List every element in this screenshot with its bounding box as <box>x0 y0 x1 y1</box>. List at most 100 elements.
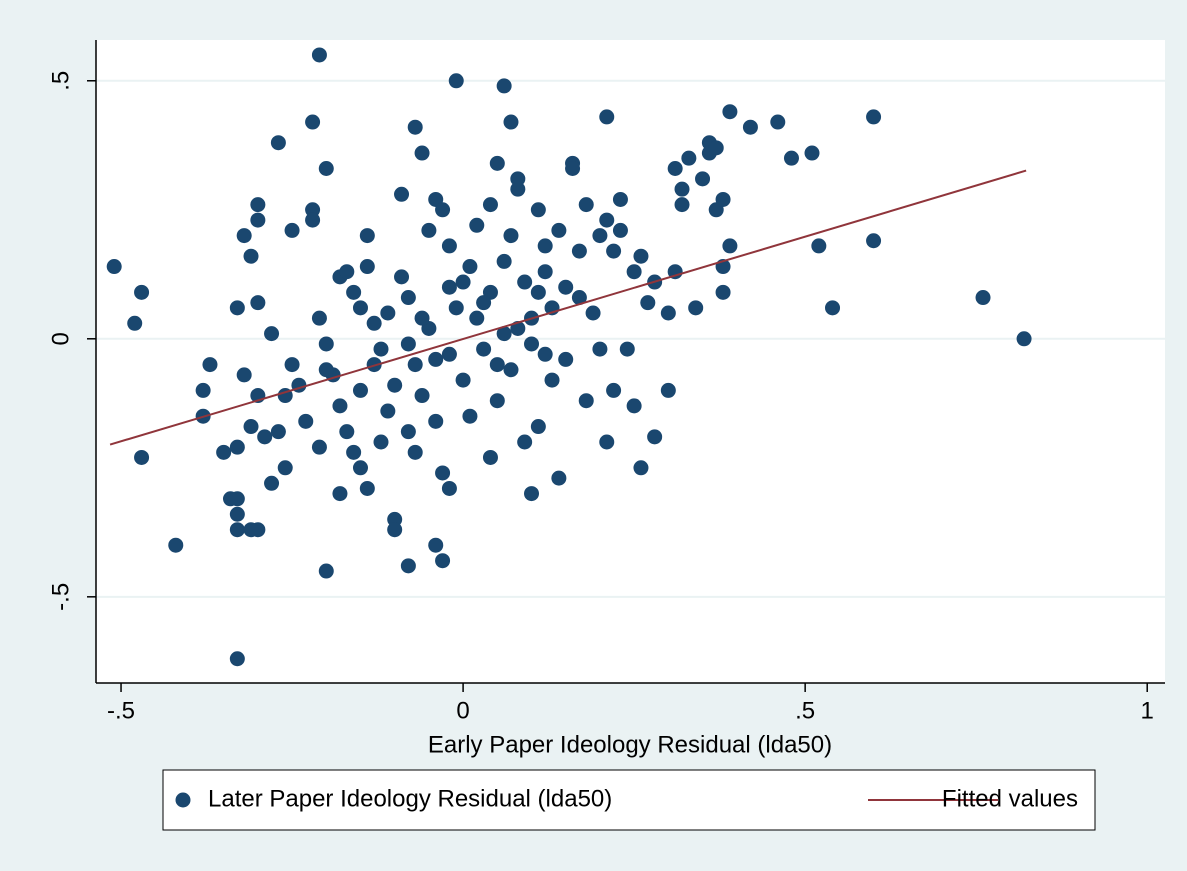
scatter-point <box>359 259 375 275</box>
scatter-point <box>421 222 437 238</box>
scatter-point <box>592 228 608 244</box>
scatter-point <box>284 222 300 238</box>
scatter-point <box>352 460 368 476</box>
scatter-point <box>257 429 273 445</box>
scatter-point <box>318 160 334 176</box>
scatter-point <box>804 145 820 161</box>
scatter-point <box>503 228 519 244</box>
scatter-point <box>380 403 396 419</box>
scatter-point <box>571 290 587 306</box>
x-tick-label: -.5 <box>107 697 135 724</box>
scatter-point <box>168 537 184 553</box>
scatter-point <box>640 295 656 311</box>
scatter-point <box>414 310 430 326</box>
scatter-point <box>311 47 327 63</box>
scatter-point <box>202 357 218 373</box>
y-tick-label: 0 <box>47 332 74 345</box>
scatter-point <box>489 155 505 171</box>
scatter-point <box>332 486 348 502</box>
scatter-point <box>708 140 724 156</box>
scatter-point <box>619 341 635 357</box>
scatter-point <box>476 341 492 357</box>
scatter-point <box>127 315 143 331</box>
scatter-point <box>455 274 471 290</box>
x-tick-label: .5 <box>795 697 815 724</box>
scatter-point <box>435 465 451 481</box>
scatter-point <box>537 346 553 362</box>
scatter-point <box>318 362 334 378</box>
scatter-point <box>469 217 485 233</box>
x-tick-label: 1 <box>1141 697 1154 724</box>
scatter-point <box>441 346 457 362</box>
scatter-point <box>633 460 649 476</box>
scatter-point <box>318 336 334 352</box>
legend-marker <box>175 792 191 808</box>
scatter-point <box>400 424 416 440</box>
scatter-point <box>482 197 498 213</box>
scatter-point <box>229 651 245 667</box>
scatter-point <box>462 408 478 424</box>
scatter-point <box>400 336 416 352</box>
scatter-point <box>660 382 676 398</box>
scatter-point <box>537 238 553 254</box>
scatter-point <box>626 264 642 280</box>
scatter-point <box>264 475 280 491</box>
scatter-point <box>606 243 622 259</box>
scatter-point <box>305 114 321 130</box>
scatter-point <box>352 382 368 398</box>
scatter-point <box>284 357 300 373</box>
scatter-point <box>599 212 615 228</box>
scatter-point <box>811 238 827 254</box>
scatter-point <box>571 243 587 259</box>
scatter-point <box>229 522 245 538</box>
scatter-point <box>448 73 464 89</box>
scatter-point <box>373 434 389 450</box>
scatter-point <box>359 228 375 244</box>
x-tick-label: 0 <box>456 697 469 724</box>
scatter-point <box>400 290 416 306</box>
scatter-point <box>428 413 444 429</box>
scatter-point <box>277 460 293 476</box>
scatter-point <box>647 429 663 445</box>
scatter-point <box>524 486 540 502</box>
scatter-point <box>387 522 403 538</box>
scatter-point <box>469 310 485 326</box>
scatter-point <box>688 300 704 316</box>
fitted-line <box>109 169 1027 446</box>
scatter-point <box>599 434 615 450</box>
scatter-point <box>585 305 601 321</box>
scatter-point <box>825 300 841 316</box>
scatter-point <box>544 372 560 388</box>
scatter-point <box>551 470 567 486</box>
scatter-point <box>524 336 540 352</box>
scatter-point <box>414 145 430 161</box>
scatter-point <box>674 197 690 213</box>
scatter-point <box>496 78 512 94</box>
scatter-point <box>496 326 512 342</box>
scatter-point <box>496 253 512 269</box>
scatter-point <box>216 444 232 460</box>
scatter-point <box>134 449 150 465</box>
scatter-point <box>407 444 423 460</box>
scatter-point <box>387 377 403 393</box>
scatter-point <box>243 248 259 264</box>
scatter-point <box>517 274 533 290</box>
scatter-point <box>229 300 245 316</box>
scatter-point <box>332 398 348 414</box>
scatter-point <box>407 357 423 373</box>
scatter-point <box>387 511 403 527</box>
scatter-point <box>530 202 546 218</box>
scatter-point <box>236 228 252 244</box>
scatter-point <box>592 341 608 357</box>
scatter-point <box>715 284 731 300</box>
scatter-point <box>482 449 498 465</box>
scatter-point <box>243 419 259 435</box>
scatter-point <box>770 114 786 130</box>
scatter-point <box>578 393 594 409</box>
scatter-point <box>264 326 280 342</box>
scatter-point <box>339 264 355 280</box>
scatter-point <box>681 150 697 166</box>
scatter-point <box>695 171 711 187</box>
scatter-point <box>537 264 553 280</box>
